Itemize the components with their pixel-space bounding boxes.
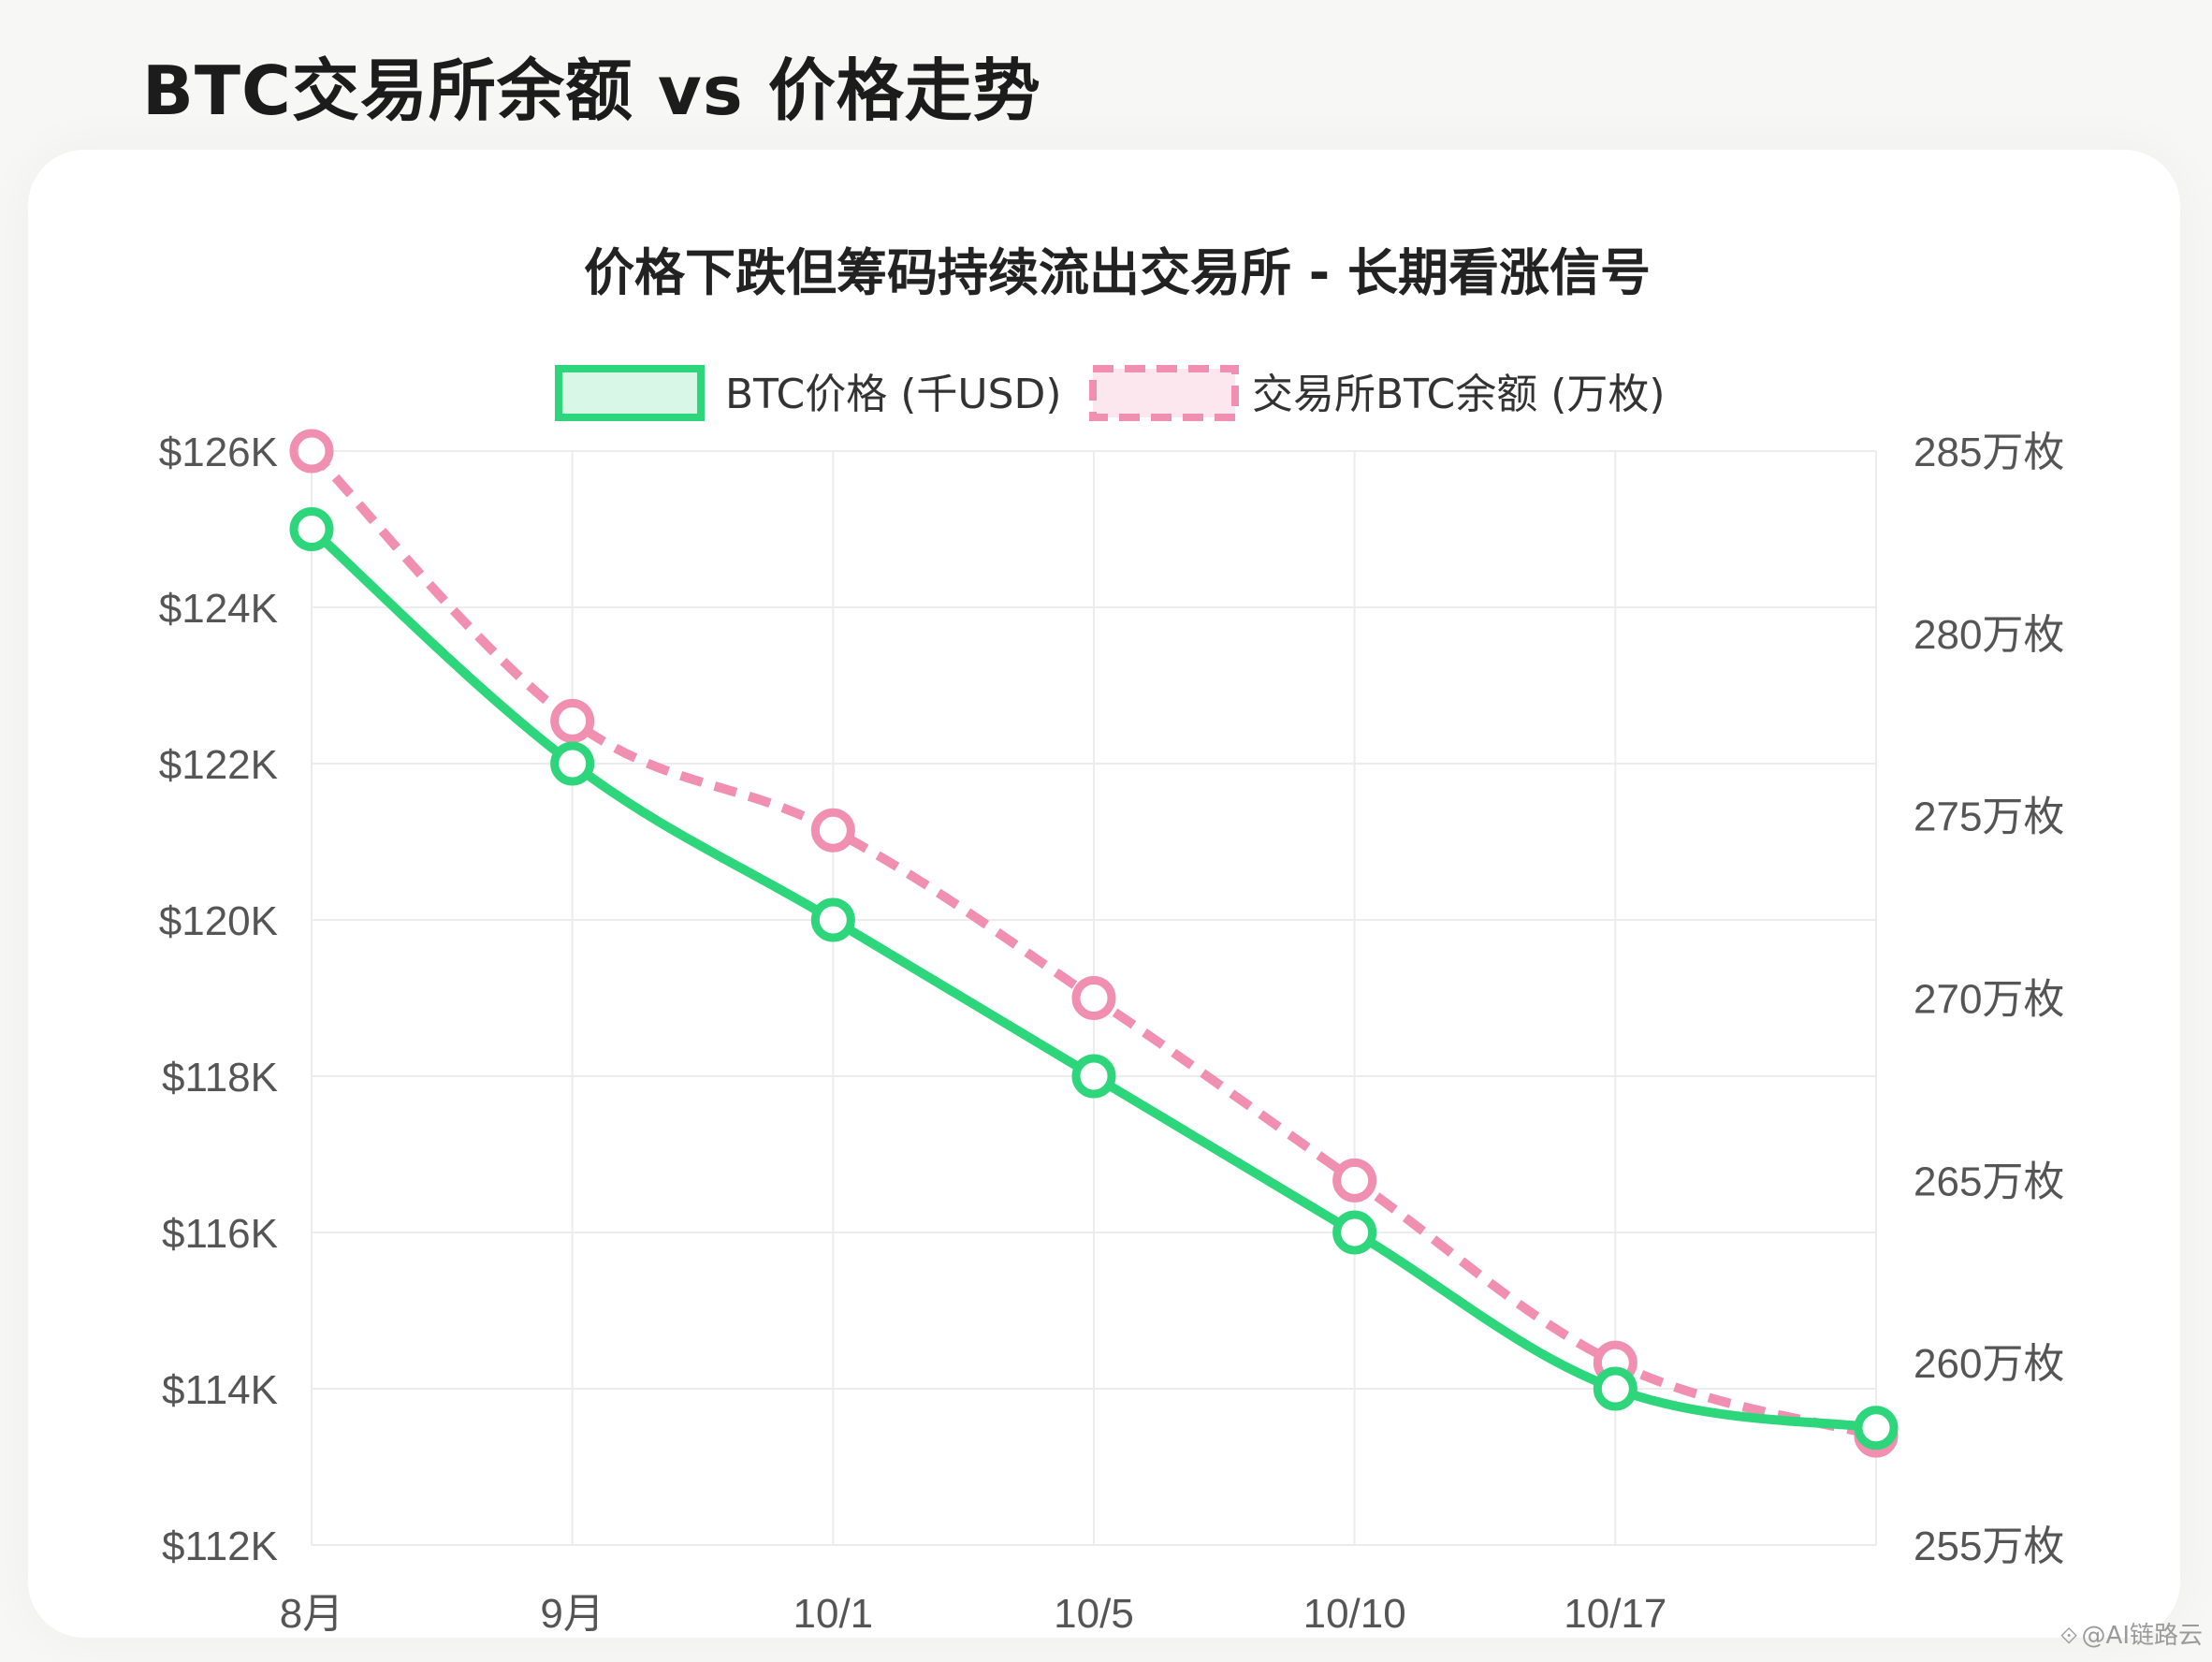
y-left-tick-label: $116K xyxy=(162,1211,278,1257)
watermark-text: @AI链路云 xyxy=(2081,1622,2203,1650)
y-right-tick-label: 280万枚 xyxy=(1914,612,2064,658)
x-tick-label: 8月 xyxy=(280,1591,343,1637)
y-left-tick-label: $126K xyxy=(159,430,278,475)
y-left-tick-label: $118K xyxy=(162,1055,278,1101)
y-left-tick-label: $112K xyxy=(162,1524,278,1569)
data-point-btc-price xyxy=(1854,1406,1899,1451)
chart-title: 价格下跌但筹码持续流出交易所 - 长期看涨信号 xyxy=(584,243,1651,302)
data-point-exchange-balance xyxy=(550,698,595,743)
y-right-tick-label: 265万枚 xyxy=(1914,1159,2064,1204)
y-left-tick-label: $114K xyxy=(162,1367,278,1413)
legend-item-btc-price: BTC价格 (千USD) xyxy=(555,365,1062,421)
legend-swatch-exchange-balance xyxy=(1089,365,1239,421)
y-right-tick-label: 270万枚 xyxy=(1914,977,2064,1023)
page-title: BTC交易所余额 vs 价格走势 xyxy=(142,51,1041,130)
y-right-tick-label: 260万枚 xyxy=(1914,1341,2064,1387)
x-tick-label: 10/1 xyxy=(793,1591,874,1637)
legend-swatch-btc-price xyxy=(555,365,705,421)
y-left-tick-label: $122K xyxy=(159,742,278,788)
legend-label-btc-price: BTC价格 (千USD) xyxy=(725,371,1062,418)
line-chart: 价格下跌但筹码持续流出交易所 - 长期看涨信号 $126K $124K $122K $1… xyxy=(159,243,2065,1637)
data-point-exchange-balance xyxy=(1332,1158,1377,1203)
data-point-exchange-balance xyxy=(810,808,855,853)
watermark: ⟐ @AI链路云 xyxy=(2060,1616,2203,1651)
data-point-btc-price xyxy=(289,507,334,551)
data-point-exchange-balance xyxy=(289,429,334,474)
x-tick-label: 10/10 xyxy=(1303,1591,1406,1637)
data-point-btc-price xyxy=(1071,1054,1116,1099)
y-left-tick-label: $124K xyxy=(159,586,278,632)
x-tick-label: 9月 xyxy=(540,1591,604,1637)
y-left-tick-label: $120K xyxy=(159,898,278,944)
chart-card: 价格下跌但筹码持续流出交易所 - 长期看涨信号 $126K $124K $122K $1… xyxy=(28,150,2180,1638)
y-right-tick-label: 285万枚 xyxy=(1914,430,2064,475)
watermark-logo-icon: ⟐ xyxy=(2059,1623,2078,1649)
x-tick-label: 10/5 xyxy=(1054,1591,1134,1637)
legend-item-exchange-balance: 交易所BTC余额 (万枚) xyxy=(1089,365,1666,421)
y-right-tick-label: 255万枚 xyxy=(1914,1524,2064,1569)
data-point-btc-price xyxy=(810,897,855,942)
data-point-exchange-balance xyxy=(1071,976,1116,1020)
data-point-btc-price xyxy=(1593,1366,1637,1411)
legend-label-exchange-balance: 交易所BTC余额 (万枚) xyxy=(1252,371,1666,418)
data-point-btc-price xyxy=(550,741,595,786)
x-tick-label: 10/17 xyxy=(1564,1591,1666,1637)
data-point-btc-price xyxy=(1332,1210,1377,1255)
y-right-tick-label: 275万枚 xyxy=(1914,795,2064,840)
